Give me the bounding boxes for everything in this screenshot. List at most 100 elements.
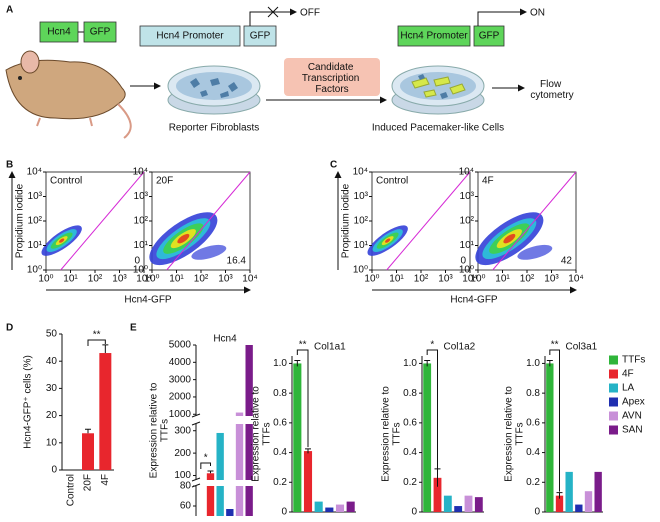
significance: * xyxy=(204,453,208,464)
y-tick-label: 10² xyxy=(134,216,149,227)
chart-title: Col3a1 xyxy=(566,342,598,353)
y-tick-label: 10² xyxy=(354,216,369,227)
bar xyxy=(555,495,564,512)
y-tick-label: 1.0 xyxy=(403,358,417,369)
sig-bracket xyxy=(87,339,106,346)
density-layer xyxy=(385,238,391,243)
y-axis-label: TTFs xyxy=(515,422,526,445)
significance: ** xyxy=(93,330,101,341)
bar xyxy=(594,471,602,512)
y-tick-label: 1000 xyxy=(169,409,192,420)
line: Factors xyxy=(315,84,348,95)
chart-title: Col1a1 xyxy=(314,342,346,353)
x-tick-label: 10² xyxy=(520,274,535,285)
line: Candidate xyxy=(308,62,354,73)
y-tick-label: 30 xyxy=(46,383,58,394)
plot-label: Control xyxy=(376,176,408,187)
x-tick-label: 10⁴ xyxy=(242,274,257,285)
y-tick-label: 10² xyxy=(28,216,43,227)
y-tick-label: 1.0 xyxy=(526,358,540,369)
error-bar xyxy=(207,470,214,474)
y-tick-label: 4000 xyxy=(169,357,192,368)
y-tick-label: 10⁰ xyxy=(459,265,474,276)
gate-percent: 0 xyxy=(134,256,140,267)
x-tick-label: 10³ xyxy=(112,274,127,285)
x-tick-label: 10⁴ xyxy=(568,274,583,285)
legend-swatch xyxy=(609,383,618,393)
bar xyxy=(99,353,112,470)
plot-label: 4F xyxy=(482,176,494,187)
bar xyxy=(235,412,244,516)
chart-title: Col1a2 xyxy=(444,342,476,353)
legend-label: AVN xyxy=(622,411,642,422)
promoter-label: Hcn4 Promoter xyxy=(156,31,224,42)
on-arrow xyxy=(477,8,527,26)
sig-bracket xyxy=(200,462,211,470)
y-tick-label: 0.8 xyxy=(273,388,287,399)
y-tick-label: 10 xyxy=(46,437,58,448)
gene-box xyxy=(83,21,117,43)
gate-line xyxy=(492,171,577,271)
gene-box xyxy=(39,21,79,43)
bar xyxy=(565,471,573,512)
sig-bracket xyxy=(426,349,438,474)
y-tick-label: 0.2 xyxy=(403,477,417,488)
bar xyxy=(245,345,253,516)
x-tick-label: 10¹ xyxy=(389,274,404,285)
legend-label: 4F xyxy=(622,369,634,380)
x-tick-label: 10¹ xyxy=(63,274,78,285)
axes xyxy=(421,356,484,513)
dish xyxy=(391,65,485,115)
y-tick-label: 60 xyxy=(180,501,192,512)
sig-bracket xyxy=(296,349,309,448)
density-layer xyxy=(177,233,190,244)
error-bar xyxy=(424,359,431,367)
y-tick-label: 1.0 xyxy=(273,358,287,369)
x-tick-label: 10⁰ xyxy=(38,274,53,285)
y-tick-label: 200 xyxy=(174,448,191,459)
y-tick-label: 300 xyxy=(174,425,191,436)
y-tick-label: 0 xyxy=(534,507,540,518)
off-label: OFF xyxy=(300,8,320,19)
error-bar xyxy=(294,359,301,367)
y-axis-label: Expression relative to xyxy=(149,382,160,478)
bar xyxy=(293,363,302,512)
y-tick-label: 20 xyxy=(46,410,58,421)
legend-swatch xyxy=(609,369,618,379)
line: Flow xyxy=(540,79,562,90)
gene-label: Hcn4 xyxy=(47,27,71,38)
y-axis-label: Expression relative to xyxy=(381,386,392,482)
y-tick-label: 3000 xyxy=(169,374,192,385)
y-tick-label: 0.6 xyxy=(403,417,417,428)
dish xyxy=(167,65,261,115)
y-tick-label: 0.4 xyxy=(273,447,287,458)
x-tick-label: 10³ xyxy=(438,274,453,285)
dish-label: Reporter Fibroblasts xyxy=(169,123,260,134)
bar xyxy=(454,506,463,512)
panel-label: A xyxy=(6,5,13,16)
bar xyxy=(82,433,94,470)
y-axis-label: Expression relative to xyxy=(504,386,515,482)
factors-box xyxy=(284,58,380,96)
density-cloud xyxy=(367,225,408,256)
significance: * xyxy=(430,340,434,351)
error-bar xyxy=(305,448,311,454)
axis-break xyxy=(192,480,256,486)
line: cytometry xyxy=(530,90,573,101)
y-tick-label: 0.2 xyxy=(526,477,540,488)
error-bar xyxy=(556,492,563,499)
legend-swatch xyxy=(609,425,618,435)
x-tick-label: 10⁰ xyxy=(364,274,379,285)
block-mark xyxy=(267,6,279,18)
bar xyxy=(335,504,345,512)
y-tick-label: 0.6 xyxy=(526,417,540,428)
legend-swatch xyxy=(609,411,618,421)
gate-percent: 16.4 xyxy=(227,256,247,267)
legend-label: TTFs xyxy=(622,355,645,366)
gate-percent: 42 xyxy=(561,256,573,267)
gate-line xyxy=(166,171,251,271)
panel-a: Hcn4 GFP Hcn4 Promoter GFP OFF Candidate… xyxy=(5,6,574,139)
y-tick-label: 10⁰ xyxy=(27,265,42,276)
